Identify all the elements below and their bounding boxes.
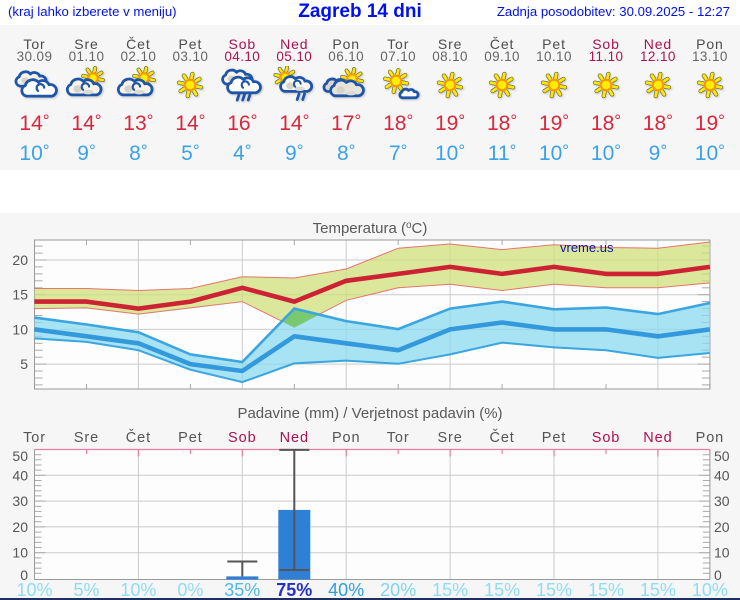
svg-text:30: 30 [714, 493, 730, 509]
svg-text:0%: 0% [177, 580, 203, 600]
svg-text:75%: 75% [276, 580, 312, 600]
svg-text:15%: 15% [588, 580, 624, 600]
svg-text:50: 50 [714, 448, 730, 464]
svg-text:10%: 10% [692, 580, 728, 600]
svg-text:40%: 40% [328, 580, 364, 600]
svg-text:35%: 35% [224, 580, 260, 600]
svg-text:Čet: Čet [489, 429, 514, 446]
svg-text:Sre: Sre [74, 430, 99, 446]
svg-text:Pon: Pon [696, 430, 725, 446]
svg-text:Ned: Ned [643, 430, 672, 446]
svg-text:5: 5 [20, 356, 28, 372]
svg-text:30: 30 [12, 493, 28, 509]
svg-text:Sob: Sob [592, 430, 621, 446]
svg-text:15%: 15% [484, 580, 520, 600]
svg-text:15: 15 [12, 287, 28, 303]
svg-text:10: 10 [714, 545, 730, 561]
svg-text:50: 50 [12, 448, 28, 464]
svg-text:20%: 20% [380, 580, 416, 600]
svg-text:15%: 15% [640, 580, 676, 600]
svg-text:0: 0 [714, 567, 722, 583]
svg-text:Tor: Tor [387, 430, 410, 446]
svg-text:10: 10 [12, 321, 28, 337]
svg-text:5%: 5% [73, 580, 99, 600]
svg-text:Pon: Pon [332, 430, 361, 446]
svg-text:20: 20 [12, 519, 28, 535]
svg-text:15%: 15% [432, 580, 468, 600]
svg-text:Sre: Sre [437, 430, 462, 446]
svg-text:Čet: Čet [126, 429, 151, 446]
svg-text:Sob: Sob [228, 430, 257, 446]
svg-text:Pet: Pet [178, 430, 202, 446]
svg-text:Ned: Ned [280, 430, 309, 446]
svg-text:20: 20 [12, 252, 28, 268]
svg-text:vreme.us: vreme.us [560, 240, 614, 255]
svg-text:15%: 15% [536, 580, 572, 600]
svg-text:40: 40 [12, 467, 28, 483]
svg-text:0: 0 [20, 567, 28, 583]
svg-text:10%: 10% [120, 580, 156, 600]
svg-text:Pet: Pet [542, 430, 566, 446]
svg-text:40: 40 [714, 467, 730, 483]
svg-text:10%: 10% [16, 580, 52, 600]
svg-text:20: 20 [714, 519, 730, 535]
svg-text:10: 10 [12, 545, 28, 561]
svg-text:Tor: Tor [23, 430, 46, 446]
